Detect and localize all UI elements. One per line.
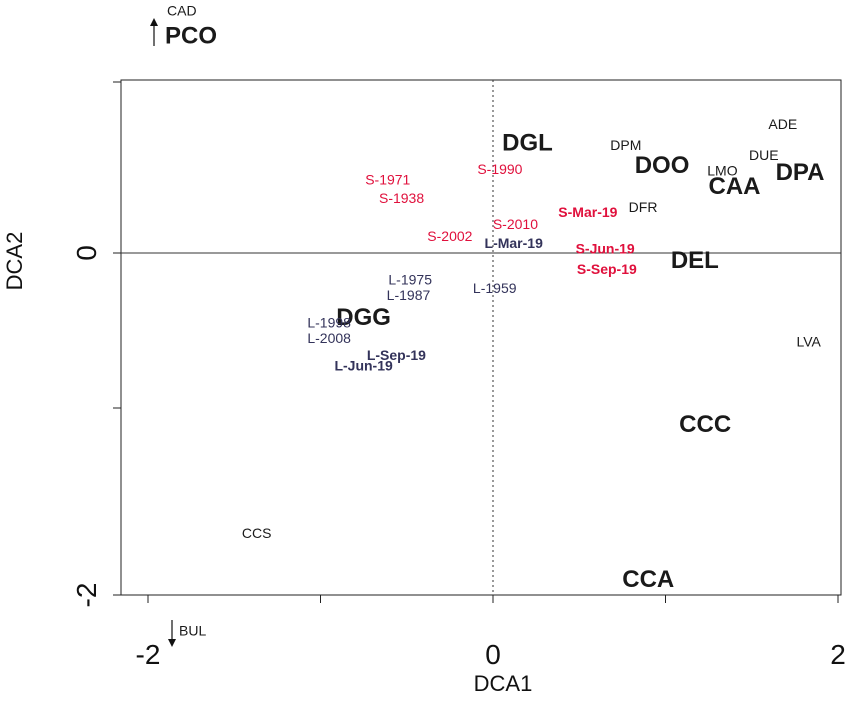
axes: -2 0 2 -2 0 <box>71 81 846 670</box>
species-label-dfr: DFR <box>629 199 658 215</box>
y-tick-label-2: 0 <box>71 245 102 261</box>
y-tick-label-0: -2 <box>71 583 102 608</box>
sample-label-l-1998: L-1998 <box>307 314 351 330</box>
species-label-lmo: LMO <box>707 163 737 179</box>
species-label-dpa: DPA <box>776 159 825 186</box>
species-label-dgg: DGG <box>336 304 391 331</box>
sample-label-s-jun-19: S-Jun-19 <box>576 240 635 256</box>
sample-label-l-1975: L-1975 <box>388 271 432 287</box>
indicator-label-cad: CAD <box>167 3 197 19</box>
species-label-ccs: CCS <box>242 525 272 541</box>
species-label-ade: ADE <box>768 116 797 132</box>
species-label-dpm: DPM <box>610 137 641 153</box>
species-label-due: DUE <box>749 147 779 163</box>
down-arrow-head-icon <box>168 639 176 647</box>
reference-lines <box>121 80 841 595</box>
sample-label-l-1987: L-1987 <box>387 287 431 303</box>
off-plot-indicators: CAD PCO BUL <box>150 3 217 647</box>
species-label-dgl: DGL <box>502 130 553 157</box>
sample-label-s-1990: S-1990 <box>477 161 522 177</box>
up-arrow-head-icon <box>150 18 158 26</box>
species-label-lva: LVA <box>796 333 821 349</box>
indicator-label-pco: PCO <box>165 22 217 49</box>
species-label-cca: CCA <box>622 566 674 593</box>
indicator-label-bul: BUL <box>179 623 206 639</box>
sample-label-l-jun-19: L-Jun-19 <box>334 358 393 374</box>
sample-label-s-1971: S-1971 <box>365 171 410 187</box>
species-label-ccc: CCC <box>679 411 731 438</box>
species-label-caa: CAA <box>709 173 761 200</box>
sample-label-s-2002: S-2002 <box>427 228 472 244</box>
x-axis-title: DCA1 <box>474 671 533 696</box>
sample-label-l-mar-19: L-Mar-19 <box>485 235 544 251</box>
sample-label-s-2010: S-2010 <box>493 216 538 232</box>
y-axis-title: DCA2 <box>2 232 27 291</box>
sample-label-s-sep-19: S-Sep-19 <box>577 261 637 277</box>
x-tick-label-4: 2 <box>830 639 846 670</box>
sample-label-s-mar-19: S-Mar-19 <box>558 204 617 220</box>
x-tick-label-2: 0 <box>485 639 501 670</box>
species-label-del: DEL <box>671 247 719 274</box>
plot-frame <box>120 79 842 596</box>
sample-label-l-1959: L-1959 <box>473 280 517 296</box>
sample-label-l-sep-19: L-Sep-19 <box>367 347 426 363</box>
species-label-doo: DOO <box>635 152 690 179</box>
sample-label-s-1938: S-1938 <box>379 190 424 206</box>
sample-label-l-2008: L-2008 <box>307 330 351 346</box>
x-tick-label-0: -2 <box>136 639 161 670</box>
